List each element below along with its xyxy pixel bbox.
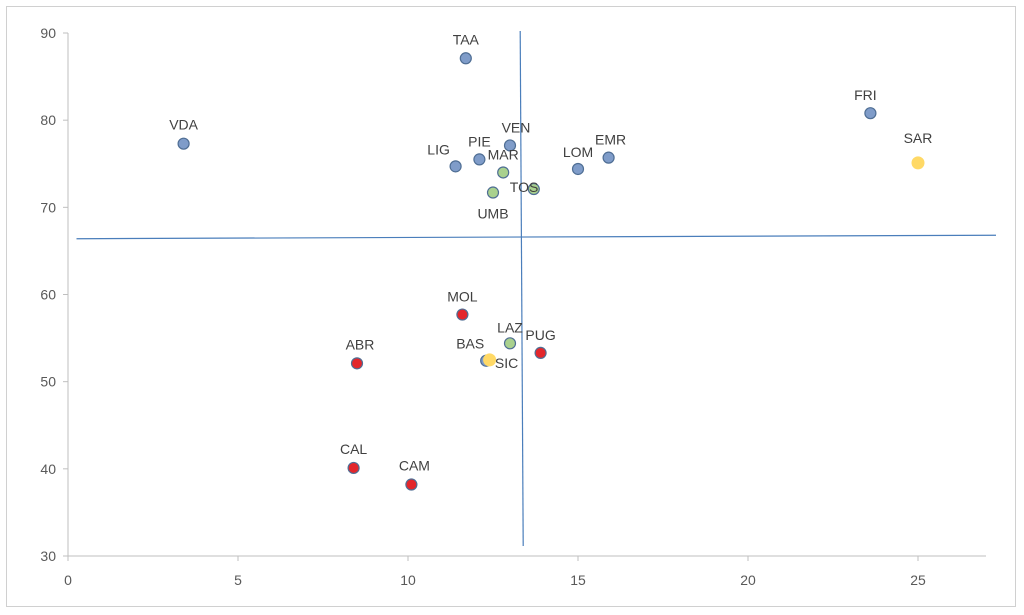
point-label-laz: LAZ (497, 319, 523, 335)
x-tick-label: 20 (740, 572, 756, 588)
data-point-emr (602, 151, 615, 164)
x-tick-label: 10 (400, 572, 416, 588)
point-label-cam: CAM (399, 458, 430, 474)
x-tick-label: 15 (570, 572, 586, 588)
data-point-abr (350, 357, 364, 370)
point-label-bas: BAS (456, 336, 484, 352)
data-point-umb (486, 186, 500, 199)
y-tick-label: 40 (40, 461, 56, 477)
data-point-mar (497, 166, 510, 179)
data-point-taa (459, 52, 472, 65)
point-label-sar: SAR (904, 130, 933, 146)
point-label-umb: UMB (477, 206, 508, 222)
chart-frame (6, 6, 1016, 607)
point-label-pug: PUG (525, 327, 555, 343)
y-tick-label: 30 (40, 548, 56, 564)
x-tick-label: 25 (910, 572, 926, 588)
reference-lines (76, 30, 997, 547)
data-point-lom (571, 162, 585, 176)
data-point-mol (456, 308, 469, 321)
point-label-mol: MOL (447, 289, 478, 305)
horizontal-reference-line (76, 234, 997, 240)
point-label-vda: VDA (169, 117, 198, 133)
x-tick-labels: 0 5 10 15 20 25 (64, 572, 926, 588)
y-tick-label: 50 (40, 374, 56, 390)
y-tick-label: 80 (40, 112, 56, 128)
point-label-pie: PIE (468, 133, 491, 149)
data-point-sic (483, 353, 497, 367)
point-label-lom: LOM (563, 144, 593, 160)
point-label-taa: TAA (453, 31, 480, 47)
y-tick-labels: 30 40 50 60 70 80 90 (40, 25, 56, 564)
vertical-reference-line (519, 30, 524, 547)
data-point-pug (534, 346, 547, 360)
y-tick-label: 60 (40, 287, 56, 303)
point-label-abr: ABR (346, 336, 375, 352)
y-tick-label: 70 (40, 199, 56, 215)
data-point-cam (405, 478, 418, 491)
point-label-cal: CAL (340, 441, 367, 457)
data-point-sar (911, 156, 925, 170)
point-label-tos: TOS (510, 179, 539, 195)
point-label-fri: FRI (854, 87, 877, 103)
data-point-lig (449, 160, 462, 173)
point-label-ven: VEN (502, 119, 531, 135)
point-label-mar: MAR (488, 146, 519, 162)
data-point-fri (864, 107, 877, 120)
x-tick-label: 0 (64, 572, 72, 588)
axes (63, 32, 986, 561)
data-points (177, 52, 925, 491)
point-label-sic: SIC (495, 355, 518, 371)
data-point-cal (347, 461, 360, 475)
x-tick-label: 5 (234, 572, 242, 588)
data-point-vda (177, 137, 190, 150)
data-point-tos (527, 182, 540, 196)
data-point-pie (473, 153, 486, 166)
data-point-ven (503, 139, 517, 152)
data-point-laz (503, 337, 517, 350)
point-label-lig: LIG (427, 141, 450, 157)
point-label-emr: EMR (595, 132, 626, 148)
y-tick-label: 90 (40, 25, 56, 41)
